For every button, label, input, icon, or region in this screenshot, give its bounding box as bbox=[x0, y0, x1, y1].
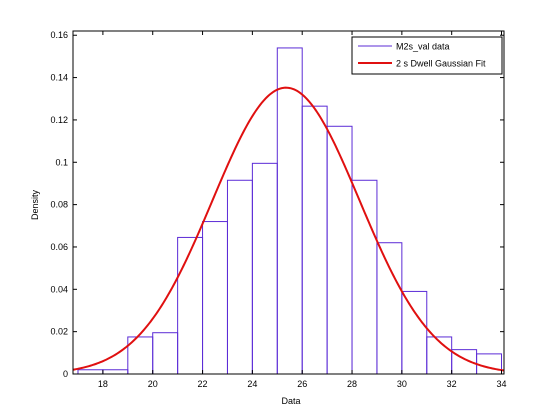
legend: M2s_val data 2 s Dwell Gaussian Fit bbox=[351, 36, 503, 75]
y-tick-label: 0.1 bbox=[55, 157, 68, 167]
y-tick-label: 0.12 bbox=[50, 115, 68, 125]
axes-box bbox=[72, 30, 505, 375]
y-tick-label: 0 bbox=[63, 369, 68, 379]
y-axis-ticks: 0 0.02 0.04 0.06 0.08 0.1 0.12 0.14 0.16 bbox=[50, 30, 504, 379]
x-tick-label: 20 bbox=[148, 379, 158, 389]
y-tick-label: 0.04 bbox=[50, 284, 68, 294]
gaussian-fit-curve bbox=[72, 86, 505, 372]
y-tick-label: 0.08 bbox=[50, 200, 68, 210]
y-tick-label: 0.16 bbox=[50, 30, 68, 40]
x-axis-label: Data bbox=[281, 396, 300, 406]
x-tick-label: 32 bbox=[447, 379, 457, 389]
legend-label-histogram: M2s_val data bbox=[396, 42, 450, 52]
x-tick-label: 26 bbox=[297, 379, 307, 389]
y-tick-label: 0.06 bbox=[50, 242, 68, 252]
x-tick-label: 30 bbox=[397, 379, 407, 389]
legend-box bbox=[351, 36, 503, 75]
plot-area bbox=[73, 31, 504, 374]
x-axis-ticks: 18 20 22 24 26 28 30 32 34 bbox=[98, 31, 507, 389]
x-tick-label: 18 bbox=[98, 379, 108, 389]
legend-label-fit: 2 s Dwell Gaussian Fit bbox=[396, 59, 486, 69]
y-tick-label: 0.02 bbox=[50, 327, 68, 337]
x-tick-label: 24 bbox=[247, 379, 257, 389]
x-tick-label: 34 bbox=[497, 379, 507, 389]
x-tick-label: 28 bbox=[347, 379, 357, 389]
x-tick-label: 22 bbox=[198, 379, 208, 389]
y-axis-label: Density bbox=[30, 189, 40, 220]
y-tick-label: 0.14 bbox=[50, 73, 68, 83]
